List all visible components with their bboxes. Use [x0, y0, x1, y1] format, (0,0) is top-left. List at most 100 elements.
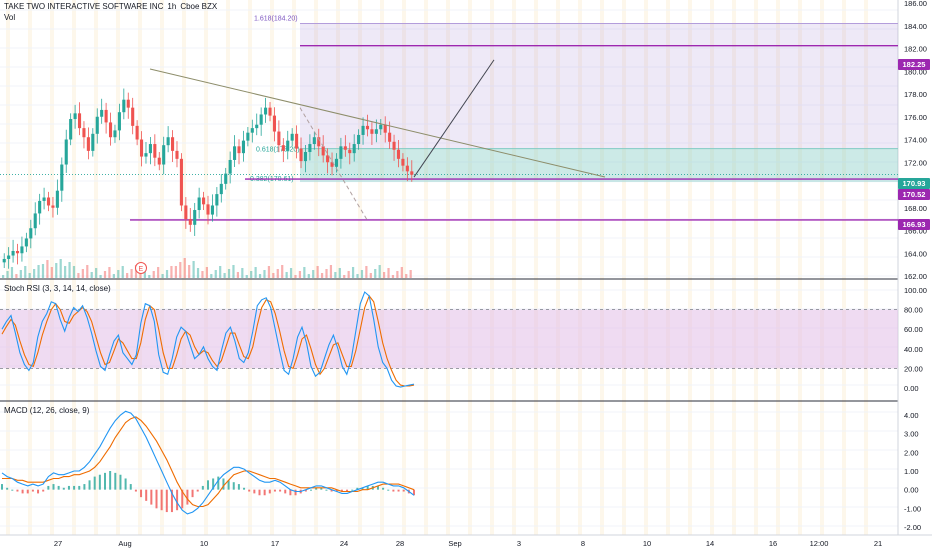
macd-histogram-bar	[47, 485, 50, 490]
candle-body	[401, 158, 405, 166]
volume-label: Vol	[4, 13, 16, 22]
macd-histogram-bar	[263, 489, 266, 496]
volume-bar	[143, 268, 146, 278]
volume-bar	[64, 266, 67, 278]
candle-body	[33, 213, 37, 229]
candle-body	[250, 128, 254, 133]
volume-bar	[10, 267, 14, 278]
volume-bar	[55, 263, 58, 278]
macd-histogram-bar	[78, 485, 81, 490]
volume-bar	[254, 267, 257, 278]
price-tag-170: 170.52	[898, 189, 930, 200]
macd-histogram-bar	[52, 484, 55, 490]
macd-histogram-bar	[98, 474, 101, 490]
candle-body	[139, 139, 144, 157]
price-tick-label: 166.00	[904, 227, 927, 236]
macd-histogram-bar	[304, 489, 307, 492]
macd-histogram-bar	[253, 489, 256, 494]
macd-histogram-bar	[413, 489, 415, 496]
symbol-exchange: Cboe BZX	[180, 2, 218, 11]
macd-histogram-bar	[31, 489, 34, 492]
volume-bar	[95, 268, 98, 278]
projection-line	[413, 59, 495, 178]
candle-body	[272, 115, 277, 132]
volume-bar	[329, 265, 333, 278]
volume-bar	[338, 268, 341, 278]
volume-legend[interactable]: Vol	[4, 13, 19, 22]
macd-histogram-bar	[191, 489, 194, 498]
macd-tick-label: 3.00	[904, 430, 919, 439]
volume-bar	[148, 275, 151, 278]
macd-histogram-bar	[104, 472, 106, 490]
volume-bar	[192, 261, 195, 278]
fib-zone-upper	[300, 23, 898, 149]
volume-bar	[2, 275, 5, 278]
candle-body	[73, 113, 77, 120]
time-tick-label: 28	[396, 539, 404, 548]
volume-bar	[134, 265, 138, 278]
time-tick-label: 27	[54, 539, 62, 548]
volume-bar	[227, 269, 231, 278]
price-tick-label: 180.00	[904, 67, 927, 76]
volume-bar	[174, 266, 177, 278]
symbol-legend[interactable]: TAKE TWO INTERACTIVE SOFTWARE INC 1h Cboe …	[4, 2, 221, 11]
symbol-interval: 1h	[167, 2, 177, 11]
volume-bar	[405, 274, 408, 278]
macd-histogram-bar	[351, 489, 354, 491]
volume-bar	[245, 275, 248, 278]
price-tick-label: 178.00	[904, 90, 927, 99]
candle-body	[179, 158, 183, 206]
volume-bar	[303, 267, 306, 278]
candle-body	[317, 137, 321, 147]
time-tick-label: 10	[200, 539, 208, 548]
stoch-tick-label: 80.00	[904, 306, 923, 315]
stoch-tick-label: 60.00	[904, 325, 923, 334]
volume-bar	[241, 268, 244, 278]
candle-body	[117, 112, 121, 131]
macd-histogram-bar	[176, 489, 179, 511]
macd-histogram-bar	[330, 489, 333, 492]
candle-body	[162, 145, 166, 165]
volume-bar	[325, 269, 328, 278]
macd-histogram-bar	[165, 489, 168, 513]
candle-body	[370, 129, 374, 134]
price-tick-label: 182.00	[904, 45, 927, 54]
volume-bar	[232, 265, 235, 278]
candle-body	[11, 250, 15, 256]
macd-histogram-bar	[57, 485, 60, 490]
candle-body	[237, 146, 241, 154]
volume-bar	[236, 272, 240, 278]
candle-body	[193, 210, 197, 225]
symbol-name: TAKE TWO INTERACTIVE SOFTWARE INC	[4, 2, 164, 11]
stoch-rsi-legend[interactable]: Stoch RSI (3, 3, 14, 14, close)	[4, 284, 115, 293]
candle-body	[339, 146, 343, 159]
volume-bar	[59, 259, 62, 278]
time-tick-label: 17	[271, 539, 279, 548]
candle-body	[197, 197, 201, 211]
volume-bar	[183, 258, 186, 278]
volume-bar	[179, 262, 182, 278]
volume-bar	[139, 272, 142, 278]
macd-histogram-bar	[346, 489, 349, 492]
macd-histogram-bar	[310, 489, 312, 491]
volume-bar	[165, 270, 169, 278]
candle-body	[2, 258, 6, 263]
candle-body	[131, 107, 135, 126]
candle-body	[144, 153, 148, 157]
time-tick-label: Aug	[118, 539, 131, 548]
candle-body	[15, 250, 20, 254]
volume-bar	[99, 275, 102, 278]
macd-histogram-bar	[140, 489, 143, 498]
volume-bar	[250, 271, 253, 278]
candle-body	[188, 219, 192, 225]
candle-body	[259, 114, 263, 125]
macd-tick-label: 4.00	[904, 411, 919, 420]
volume-bar	[152, 271, 155, 278]
macd-tick-label: 2.00	[904, 448, 919, 457]
macd-tick-label: -2.00	[904, 523, 921, 532]
macd-histogram-bar	[37, 489, 40, 494]
macd-histogram-bar	[109, 471, 112, 490]
macd-legend[interactable]: MACD (12, 26, close, 9)	[4, 406, 93, 415]
